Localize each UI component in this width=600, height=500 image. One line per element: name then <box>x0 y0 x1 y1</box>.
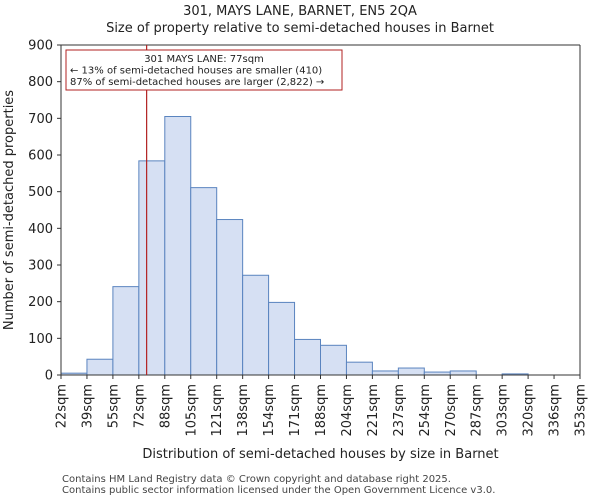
x-tick-label-121sqm: 121sqm <box>210 384 225 437</box>
y-tick-label-0: 0 <box>45 369 53 384</box>
x-tick-label-204sqm: 204sqm <box>340 384 355 437</box>
x-tick-label-270sqm: 270sqm <box>444 384 459 437</box>
x-tick-label-72sqm: 72sqm <box>132 384 147 428</box>
annotation-larger: 87% of semi-detached houses are larger (… <box>70 77 324 88</box>
x-tick-label-154sqm: 154sqm <box>262 384 277 437</box>
bar-55sqm <box>112 286 140 376</box>
y-axis-label: Number of semi-detached properties <box>2 90 17 330</box>
bar-188sqm <box>320 344 347 376</box>
x-tick-label-55sqm: 55sqm <box>106 384 121 428</box>
bar-171sqm <box>294 338 321 376</box>
annotation-smaller: ← 13% of semi-detached houses are smalle… <box>70 66 322 77</box>
y-tick-label-500: 500 <box>28 185 53 200</box>
x-tick-label-105sqm: 105sqm <box>184 384 199 437</box>
y-tick-label-800: 800 <box>28 75 53 90</box>
x-tick-label-138sqm: 138sqm <box>236 384 251 437</box>
x-tick-label-254sqm: 254sqm <box>418 384 433 437</box>
x-tick-label-336sqm: 336sqm <box>548 384 563 437</box>
bar-270sqm <box>449 370 477 376</box>
y-tick-label-200: 200 <box>28 295 53 310</box>
bar-39sqm <box>86 358 114 376</box>
y-tick-label-400: 400 <box>28 222 53 237</box>
bar-88sqm <box>164 116 192 376</box>
x-tick-label-171sqm: 171sqm <box>288 384 303 437</box>
x-tick-label-22sqm: 22sqm <box>55 384 70 428</box>
bar-237sqm <box>397 367 425 376</box>
chart-title: Size of property relative to semi-detach… <box>106 21 494 36</box>
x-tick-label-221sqm: 221sqm <box>366 384 381 437</box>
x-tick-label-188sqm: 188sqm <box>314 384 329 437</box>
bar-121sqm <box>216 219 244 376</box>
bar-154sqm <box>268 301 296 376</box>
x-tick-label-287sqm: 287sqm <box>470 384 485 437</box>
x-tick-label-353sqm: 353sqm <box>574 384 589 437</box>
footer-licence: Contains public sector information licen… <box>62 485 496 496</box>
x-tick-label-39sqm: 39sqm <box>80 384 95 428</box>
footer-copyright: Contains HM Land Registry data © Crown c… <box>62 474 451 485</box>
x-tick-label-237sqm: 237sqm <box>392 384 407 437</box>
annotation-title: 301 MAYS LANE: 77sqm <box>144 54 264 65</box>
chart-title-address: 301, MAYS LANE, BARNET, EN5 2QA <box>183 4 417 19</box>
bar-204sqm <box>345 361 373 376</box>
y-tick-label-900: 900 <box>28 39 53 54</box>
y-tick-label-600: 600 <box>28 149 53 164</box>
y-tick-label-100: 100 <box>28 332 53 347</box>
annotation-box <box>65 49 343 91</box>
bar-138sqm <box>242 274 270 376</box>
x-axis-label: Distribution of semi-detached houses by … <box>142 447 498 462</box>
x-tick-label-303sqm: 303sqm <box>496 384 511 437</box>
y-tick-label-300: 300 <box>28 259 53 274</box>
x-tick-label-88sqm: 88sqm <box>158 384 173 428</box>
x-tick-label-320sqm: 320sqm <box>522 384 537 437</box>
bar-105sqm <box>190 187 218 376</box>
y-tick-label-700: 700 <box>28 112 53 127</box>
bar-72sqm <box>138 160 166 376</box>
bar-221sqm <box>371 370 399 376</box>
